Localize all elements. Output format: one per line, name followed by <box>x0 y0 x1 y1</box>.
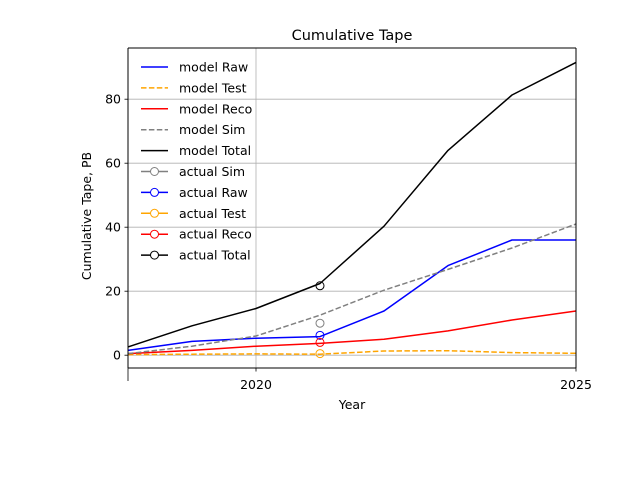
plot-background <box>128 48 576 368</box>
legend-label: model Sim <box>179 122 245 137</box>
chart-title: Cumulative Tape <box>292 28 413 44</box>
y-tick-label: 60 <box>105 156 121 171</box>
legend-item-model-reco: model Reco <box>141 101 252 116</box>
x-tick-label: 2025 <box>560 377 592 392</box>
legend-label: actual Reco <box>179 227 252 242</box>
series-line-model-sim <box>127 223 577 355</box>
x-axis-label: Year <box>338 397 366 412</box>
data-point-actual-sim <box>315 318 325 328</box>
data-point-actual-reco <box>315 337 325 347</box>
legend-item-model-test: model Test <box>141 80 247 95</box>
legend-item-actual-total: actual Total <box>141 248 251 263</box>
y-axis-label: Cumulative Tape, PB <box>79 152 94 280</box>
y-tick-label: 0 <box>113 348 121 363</box>
legend-label: actual Total <box>179 248 251 263</box>
legend-item-actual-reco: actual Reco <box>141 227 252 242</box>
legend-label: model Raw <box>179 60 248 75</box>
data-point-actual-total <box>315 281 325 291</box>
legend-item-actual-sim: actual Sim <box>141 164 245 179</box>
legend-item-model-raw: model Raw <box>141 60 248 75</box>
legend-marker <box>150 250 159 260</box>
legend-marker <box>150 167 159 176</box>
data-point-actual-test <box>315 349 325 359</box>
legend-marker <box>150 208 159 218</box>
series-lines <box>127 61 577 356</box>
legend-item-actual-test: actual Test <box>141 206 246 221</box>
legend-label: model Test <box>179 80 247 95</box>
legend-item-actual-raw: actual Raw <box>141 185 248 200</box>
axes-frame <box>127 47 577 369</box>
series-line-model-reco <box>127 310 577 355</box>
legend-label: model Total <box>179 143 251 158</box>
legend-item-model-sim: model Sim <box>141 122 245 137</box>
legend-label: actual Raw <box>179 185 248 200</box>
series-line-model-total <box>127 61 577 348</box>
legend-label: model Reco <box>179 101 252 116</box>
legend-item-model-total: model Total <box>141 143 251 158</box>
series-line-model-test <box>127 349 577 356</box>
axis-ticks: 0 20 40 60 80 2020 2025 <box>105 92 592 392</box>
data-point-actual-raw <box>315 330 325 340</box>
y-tick-label: 20 <box>105 284 121 299</box>
series-line-model-raw <box>127 239 576 352</box>
actual-markers <box>315 281 325 359</box>
legend-label: actual Test <box>179 206 246 221</box>
legend-marker <box>150 187 159 197</box>
legend: model Raw model Test model Reco model Sim mo… <box>141 60 252 263</box>
legend-label: actual Sim <box>179 164 245 179</box>
y-tick-label: 80 <box>105 92 121 107</box>
y-tick-label: 40 <box>105 220 121 235</box>
x-tick-label: 2020 <box>240 377 272 392</box>
legend-marker <box>150 229 159 239</box>
